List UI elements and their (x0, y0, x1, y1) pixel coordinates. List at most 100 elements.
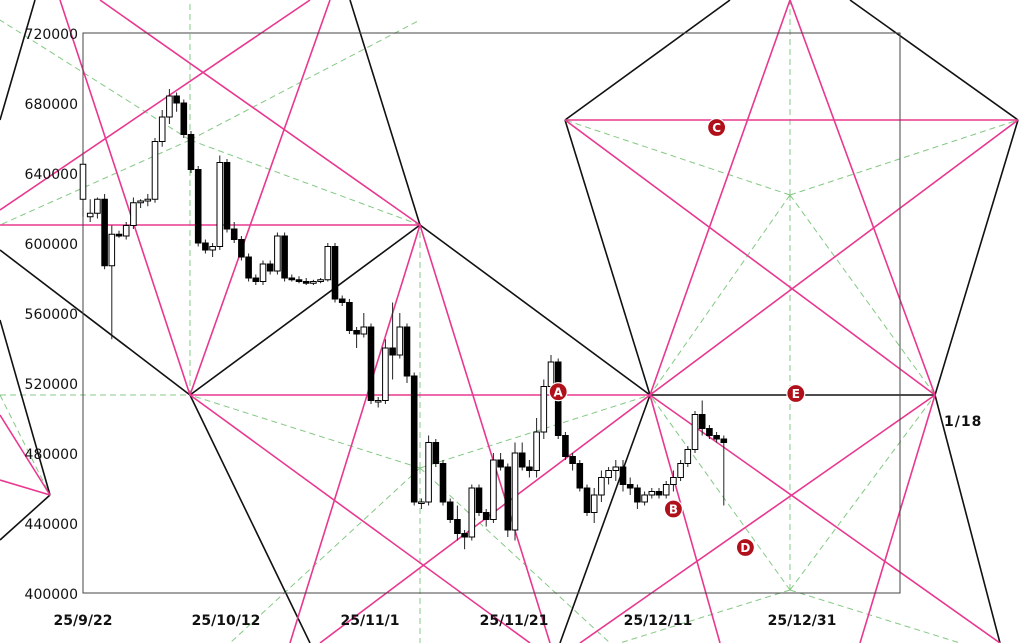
candle-down (338, 298, 346, 303)
candle-up (274, 235, 281, 272)
candle-down (461, 533, 468, 538)
candle-up (540, 386, 548, 433)
candle-up (468, 487, 476, 538)
candle-down (389, 347, 396, 356)
candle-up (360, 326, 368, 335)
candle-up (144, 198, 152, 202)
y-axis: 720000 680000 640000 600000 560000 52000… (25, 27, 78, 603)
marker-label-e: E (792, 387, 800, 401)
y-tick-label: 600000 (25, 237, 78, 253)
candle-down (173, 95, 180, 104)
candle-down (576, 463, 584, 489)
candle-down (410, 375, 418, 503)
y-tick-label: 520000 (25, 377, 78, 393)
candle-up (547, 361, 555, 387)
candle-down (346, 302, 353, 331)
candle-down (720, 438, 728, 443)
candles-group (79, 89, 728, 550)
candle-up (209, 246, 216, 251)
candle-down (698, 414, 706, 429)
candle-down (281, 235, 288, 279)
marker-a (548, 382, 568, 402)
candle-up (691, 414, 699, 450)
candle-up (317, 279, 324, 282)
candle-up (641, 494, 648, 503)
candle-down (504, 466, 512, 531)
candle-up (533, 431, 540, 471)
candle-down (626, 484, 634, 489)
candle-up (108, 233, 116, 267)
candle-down (713, 435, 720, 440)
candle-down (454, 519, 461, 534)
candle-up (684, 449, 692, 464)
candle-down (634, 487, 641, 503)
candle-up (166, 95, 173, 118)
candle-up (310, 281, 317, 284)
candle-down (526, 466, 533, 471)
x-axis: 25/9/22 25/10/12 25/11/1 25/11/21 25/12/… (54, 613, 837, 629)
candle-down (482, 512, 490, 520)
candle-up (382, 347, 389, 401)
candle-down (518, 452, 526, 468)
candle-up (86, 212, 94, 218)
candle-down (101, 198, 108, 267)
x-tick-label: 25/11/1 (341, 613, 400, 629)
candle-down (583, 487, 591, 513)
candle-down (403, 326, 411, 377)
date-annotation: 1/18 (944, 414, 982, 430)
y-tick-label: 720000 (25, 27, 78, 43)
candle-up (130, 202, 137, 226)
marker-e (786, 383, 806, 404)
candle-down (238, 239, 245, 258)
candle-up (425, 442, 432, 503)
candle-up (324, 246, 332, 281)
candle-down (619, 466, 627, 485)
candle-down (475, 487, 483, 513)
candle-up (79, 163, 87, 200)
y-tick-label: 440000 (25, 517, 78, 533)
candle-down (245, 256, 252, 279)
y-tick-label: 480000 (25, 447, 78, 463)
candle-down (223, 162, 231, 230)
candle-down (194, 169, 202, 244)
candle-down (288, 277, 296, 281)
candle-up (605, 470, 612, 478)
candle-down (187, 134, 195, 170)
candle-up (259, 263, 267, 282)
plot-frame (82, 32, 901, 594)
candle-up (612, 466, 620, 471)
marker-label-c: C (712, 121, 721, 135)
candle-up (662, 484, 670, 496)
candle-down (562, 435, 569, 457)
candle-down (569, 456, 576, 464)
candle-down (331, 246, 339, 300)
y-tick-label: 640000 (25, 167, 78, 183)
candle-up (677, 463, 684, 478)
candle-up (137, 200, 144, 204)
marker-label-a: A (554, 385, 564, 399)
x-tick-label: 25/10/12 (192, 613, 261, 629)
candle-down (497, 459, 504, 468)
candle-down (252, 277, 260, 282)
candle-down (432, 442, 440, 464)
x-tick-label: 25/9/22 (54, 613, 113, 629)
candle-up (216, 162, 224, 247)
candle-up (122, 225, 130, 237)
candle-down (266, 263, 274, 272)
candle-down (706, 428, 713, 436)
candle-up (158, 116, 166, 142)
candle-down (439, 463, 447, 503)
candle-down (295, 279, 303, 282)
candle-up (418, 501, 425, 504)
candle-up (151, 141, 159, 200)
candle-up (590, 494, 598, 513)
candle-up (598, 477, 605, 496)
candle-up (374, 400, 382, 403)
marker-label-d: D (740, 541, 750, 555)
y-tick-label: 560000 (25, 307, 78, 323)
candle-up (511, 452, 519, 531)
